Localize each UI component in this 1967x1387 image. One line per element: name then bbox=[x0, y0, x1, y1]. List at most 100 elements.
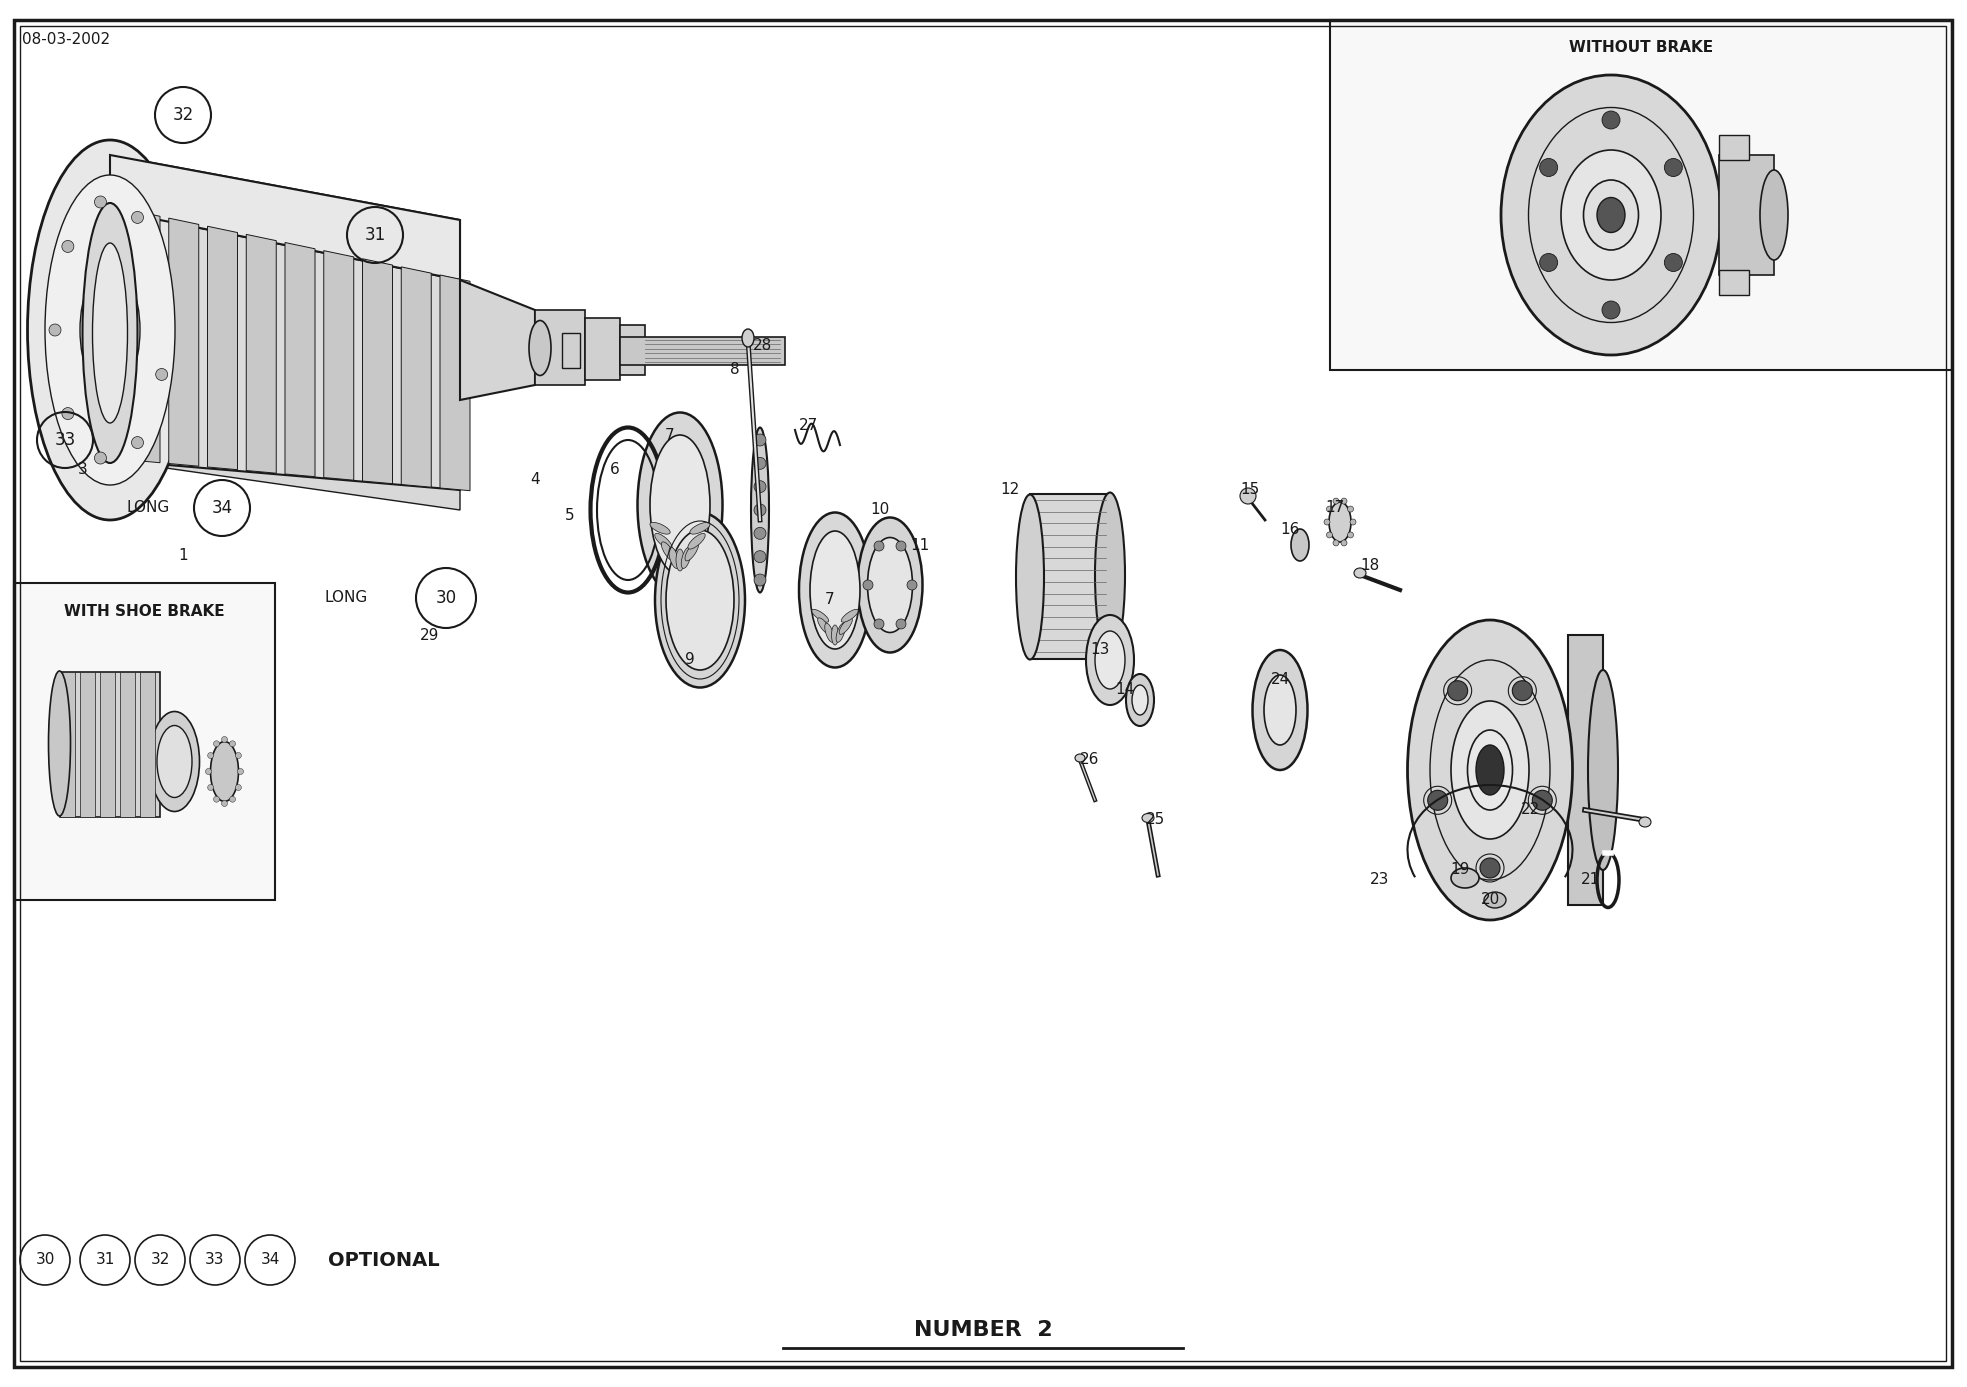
Ellipse shape bbox=[1125, 674, 1155, 725]
Text: 13: 13 bbox=[1090, 642, 1109, 657]
Text: 9: 9 bbox=[685, 652, 694, 667]
Text: 12: 12 bbox=[1001, 483, 1019, 498]
Ellipse shape bbox=[1452, 868, 1479, 888]
Ellipse shape bbox=[1096, 492, 1125, 657]
Circle shape bbox=[1540, 254, 1558, 272]
Bar bbox=[1719, 135, 1749, 160]
Polygon shape bbox=[441, 275, 470, 491]
Text: WITHOUT BRAKE: WITHOUT BRAKE bbox=[1570, 40, 1713, 55]
Text: 24: 24 bbox=[1271, 673, 1290, 688]
Ellipse shape bbox=[1265, 675, 1296, 745]
Text: 28: 28 bbox=[751, 337, 771, 352]
Ellipse shape bbox=[867, 538, 913, 632]
Text: 34: 34 bbox=[260, 1252, 279, 1268]
Circle shape bbox=[1334, 498, 1340, 503]
Polygon shape bbox=[285, 243, 315, 477]
Ellipse shape bbox=[529, 320, 551, 376]
Text: 18: 18 bbox=[1361, 558, 1379, 573]
Text: OPTIONAL: OPTIONAL bbox=[328, 1251, 441, 1269]
Circle shape bbox=[222, 736, 228, 742]
Circle shape bbox=[1664, 158, 1682, 176]
Circle shape bbox=[49, 325, 61, 336]
Ellipse shape bbox=[83, 203, 138, 463]
Bar bbox=[563, 333, 580, 368]
Ellipse shape bbox=[1452, 700, 1528, 839]
Ellipse shape bbox=[812, 609, 828, 623]
Ellipse shape bbox=[685, 542, 698, 560]
Text: 8: 8 bbox=[730, 362, 740, 377]
Ellipse shape bbox=[688, 534, 706, 549]
Circle shape bbox=[873, 541, 883, 551]
Text: WITH SHOE BRAKE: WITH SHOE BRAKE bbox=[65, 603, 224, 619]
Ellipse shape bbox=[655, 534, 673, 549]
Text: 5: 5 bbox=[565, 508, 574, 523]
Ellipse shape bbox=[1017, 495, 1044, 659]
Text: 14: 14 bbox=[1115, 682, 1135, 698]
Circle shape bbox=[222, 800, 228, 806]
Ellipse shape bbox=[1501, 75, 1721, 355]
Circle shape bbox=[753, 481, 765, 492]
Circle shape bbox=[230, 741, 236, 746]
Ellipse shape bbox=[742, 329, 753, 347]
Text: 29: 29 bbox=[421, 627, 441, 642]
Circle shape bbox=[214, 741, 220, 746]
Circle shape bbox=[1341, 498, 1347, 503]
Ellipse shape bbox=[1475, 745, 1505, 795]
Circle shape bbox=[864, 580, 873, 589]
Circle shape bbox=[209, 785, 214, 791]
Text: 10: 10 bbox=[869, 502, 889, 517]
Circle shape bbox=[1428, 791, 1448, 810]
Text: 19: 19 bbox=[1450, 863, 1469, 878]
Circle shape bbox=[753, 434, 765, 447]
Ellipse shape bbox=[81, 265, 140, 395]
Circle shape bbox=[132, 211, 144, 223]
Polygon shape bbox=[130, 209, 159, 463]
Ellipse shape bbox=[1330, 502, 1351, 542]
Text: 7: 7 bbox=[665, 427, 675, 442]
Ellipse shape bbox=[840, 617, 852, 634]
Circle shape bbox=[897, 619, 907, 628]
Ellipse shape bbox=[1639, 817, 1650, 827]
Bar bbox=[1031, 494, 1109, 659]
Ellipse shape bbox=[1096, 631, 1125, 689]
Text: 33: 33 bbox=[55, 431, 75, 449]
Circle shape bbox=[753, 527, 765, 540]
Circle shape bbox=[236, 785, 242, 791]
Polygon shape bbox=[110, 155, 460, 280]
Polygon shape bbox=[362, 259, 393, 484]
Circle shape bbox=[1448, 681, 1467, 700]
Polygon shape bbox=[325, 251, 354, 480]
Text: 21: 21 bbox=[1580, 872, 1599, 888]
Circle shape bbox=[236, 753, 242, 759]
Text: 6: 6 bbox=[610, 462, 620, 477]
Circle shape bbox=[1479, 859, 1501, 878]
Circle shape bbox=[238, 768, 244, 774]
Circle shape bbox=[1601, 301, 1621, 319]
Polygon shape bbox=[169, 218, 199, 466]
Ellipse shape bbox=[810, 531, 860, 649]
Text: LONG: LONG bbox=[126, 501, 169, 516]
Bar bbox=[1719, 155, 1774, 275]
Text: 3: 3 bbox=[79, 462, 89, 477]
Circle shape bbox=[132, 437, 144, 448]
Text: 26: 26 bbox=[1080, 753, 1100, 767]
Text: 22: 22 bbox=[1520, 803, 1540, 817]
Polygon shape bbox=[207, 226, 238, 470]
Circle shape bbox=[1326, 506, 1332, 512]
Text: 4: 4 bbox=[531, 473, 539, 487]
Circle shape bbox=[155, 369, 167, 380]
Ellipse shape bbox=[690, 523, 710, 534]
Ellipse shape bbox=[681, 548, 690, 569]
Bar bbox=[120, 671, 134, 817]
Text: NUMBER  2: NUMBER 2 bbox=[915, 1320, 1052, 1340]
Text: 23: 23 bbox=[1371, 872, 1391, 888]
Circle shape bbox=[753, 503, 765, 516]
Ellipse shape bbox=[49, 671, 71, 816]
Text: 27: 27 bbox=[799, 417, 818, 433]
Ellipse shape bbox=[858, 517, 923, 652]
Ellipse shape bbox=[149, 712, 199, 811]
Circle shape bbox=[94, 196, 106, 208]
Ellipse shape bbox=[637, 412, 722, 598]
Circle shape bbox=[1324, 519, 1330, 526]
Text: 31: 31 bbox=[94, 1252, 114, 1268]
